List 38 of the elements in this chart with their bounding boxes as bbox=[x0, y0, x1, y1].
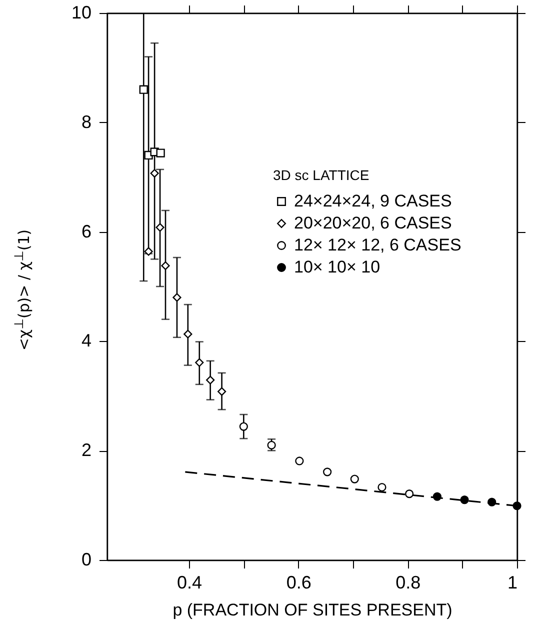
point bbox=[323, 468, 332, 476]
y-tick-label: 8 bbox=[81, 112, 92, 132]
point bbox=[139, 85, 148, 94]
point bbox=[195, 358, 204, 367]
y-tick-label: 4 bbox=[81, 330, 92, 351]
point bbox=[350, 474, 359, 484]
legend-label: 12× 12× 12, 6 CASES bbox=[294, 236, 462, 254]
legend-label: 24×24×24, 9 CASES bbox=[294, 192, 452, 210]
point bbox=[161, 261, 170, 270]
x-tick-label: 0.4 bbox=[176, 572, 202, 592]
x-tick-label: 1 bbox=[507, 572, 518, 592]
x-axis-title: p (FRACTION OF SITES PRESENT) bbox=[172, 600, 452, 620]
point bbox=[488, 498, 496, 506]
point bbox=[239, 422, 248, 431]
point bbox=[267, 440, 276, 450]
point bbox=[432, 492, 442, 501]
point bbox=[295, 456, 304, 466]
legend-title: 3D sc LATTICE bbox=[273, 167, 370, 183]
legend-label: 10× 10× 10 bbox=[294, 258, 380, 276]
x-tick-label: 0.8 bbox=[396, 572, 421, 592]
x-tick-label: 0.6 bbox=[286, 572, 312, 592]
y-tick-label: 10 bbox=[71, 2, 92, 22]
point bbox=[512, 502, 522, 510]
y-tick-label: 0 bbox=[81, 550, 92, 570]
point bbox=[172, 293, 182, 302]
point bbox=[184, 330, 192, 338]
point bbox=[144, 247, 153, 256]
y-tick-label: 2 bbox=[81, 440, 92, 460]
legend-label: 20×20×20, 6 CASES bbox=[294, 214, 452, 232]
point bbox=[378, 482, 386, 492]
point bbox=[217, 387, 226, 396]
point bbox=[156, 148, 165, 158]
y-tick-label: 6 bbox=[81, 221, 92, 242]
point bbox=[150, 168, 159, 178]
point bbox=[206, 376, 215, 384]
point bbox=[405, 490, 414, 498]
point bbox=[460, 496, 469, 504]
point bbox=[156, 223, 164, 232]
